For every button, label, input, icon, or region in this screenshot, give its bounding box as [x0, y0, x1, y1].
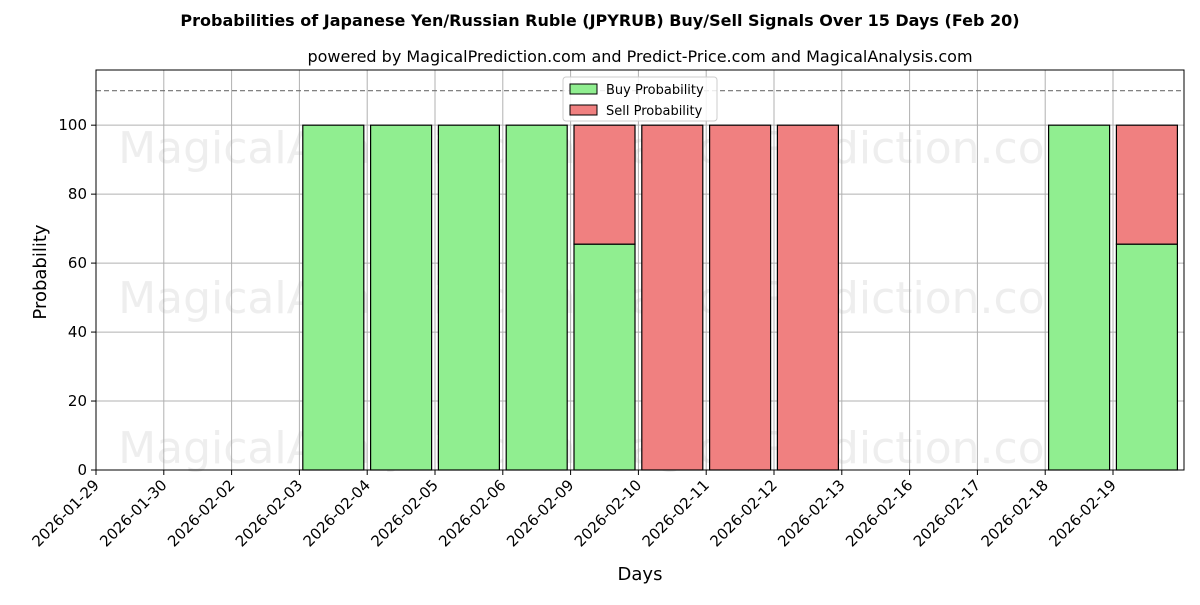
x-tick-label: 2026-02-06	[435, 476, 509, 550]
sell-bar	[573, 124, 636, 245]
y-tick-label: 0	[77, 461, 87, 479]
x-tick-label: 2026-02-12	[706, 476, 780, 550]
buy-bar	[302, 124, 365, 471]
x-tick-label: 2026-02-13	[774, 476, 848, 550]
y-tick-label: 100	[58, 116, 87, 134]
x-tick-label: 2026-02-05	[367, 476, 441, 550]
y-tick-label: 20	[68, 392, 87, 410]
sell-bar	[776, 124, 840, 471]
x-tick-label: 2026-02-16	[842, 476, 916, 550]
x-tick-label: 2026-02-11	[639, 476, 713, 550]
legend-label-buy: Buy Probability	[606, 83, 704, 98]
sell-bar	[641, 124, 704, 471]
sell-bar	[1115, 124, 1179, 245]
buy-bar	[1115, 243, 1179, 471]
buy-bar	[505, 124, 568, 471]
x-tick-label: 2026-02-10	[571, 476, 645, 550]
x-tick-label: 2026-02-04	[300, 476, 374, 550]
x-tick-label: 2026-01-30	[96, 476, 170, 550]
chart-subtitle: powered by MagicalPrediction.com and Pre…	[307, 47, 972, 66]
y-tick-label: 80	[68, 185, 87, 203]
x-tick-label: 2026-02-02	[164, 476, 238, 550]
bars-layer	[302, 124, 1179, 471]
x-tick-label: 2026-02-17	[910, 476, 984, 550]
buy-bar	[437, 124, 500, 471]
legend-swatch-sell	[569, 104, 598, 116]
buy-bar	[370, 124, 433, 471]
buy-bar	[1047, 124, 1111, 471]
plot-frame	[95, 69, 1185, 471]
buy-bar	[573, 243, 636, 471]
y-tick-label: 60	[68, 254, 87, 272]
legend-label-sell: Sell Probability	[606, 104, 703, 119]
chart-title: Probabilities of Japanese Yen/Russian Ru…	[180, 11, 1019, 30]
y-tick-label: 40	[68, 323, 87, 341]
x-tick-label: 2026-02-18	[978, 476, 1052, 550]
x-tick-label: 2026-02-03	[232, 476, 306, 550]
sell-bar	[708, 124, 772, 471]
legend-box	[562, 76, 718, 122]
x-tick-label: 2026-02-19	[1045, 476, 1119, 550]
x-tick-label: 2026-01-29	[28, 476, 102, 550]
y-axis-label: Probability	[30, 224, 51, 319]
x-axis-label: Days	[618, 564, 663, 585]
x-tick-label: 2026-02-09	[503, 476, 577, 550]
legend-swatch-buy	[569, 83, 598, 95]
legend: Buy Probability Sell Probability	[562, 76, 718, 122]
